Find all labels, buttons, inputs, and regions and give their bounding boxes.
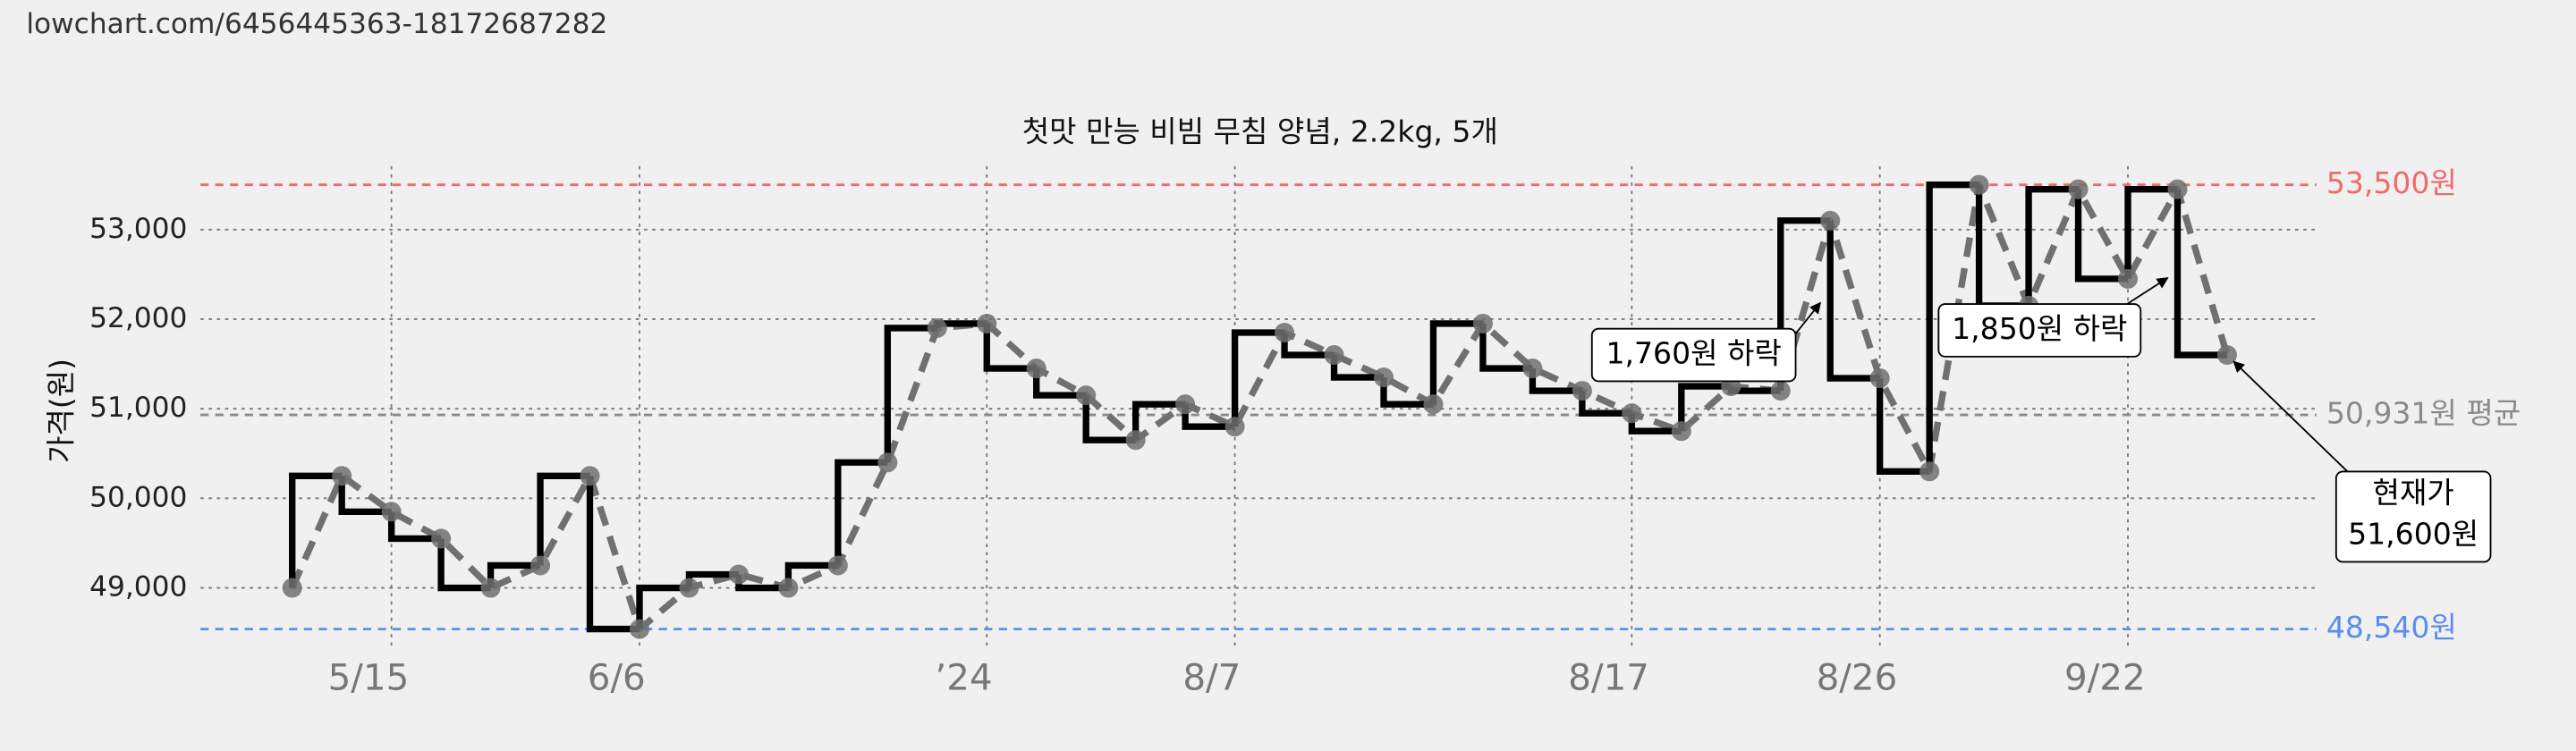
price-step: [983, 323, 1037, 372]
price-point: [1125, 430, 1146, 451]
price-step: [1429, 320, 1483, 405]
price-point: [1224, 417, 1245, 437]
y-tick-label: 52,000: [89, 302, 187, 334]
price-step: [2174, 189, 2227, 359]
y-tick-label: 51,000: [89, 392, 187, 424]
annotation-box: [1937, 303, 2142, 358]
price-point: [877, 452, 898, 473]
price-point: [977, 313, 997, 333]
price-step: [636, 584, 690, 629]
price-point: [2216, 345, 2237, 366]
price-step: [289, 472, 343, 588]
price-point: [1275, 322, 1295, 343]
price-step: [835, 459, 888, 566]
price-step: [1877, 378, 1930, 475]
price-point: [1622, 403, 1642, 424]
reference-label: 48,540원: [2326, 610, 2457, 645]
price-point: [1026, 359, 1046, 379]
price-step: [338, 476, 392, 516]
price-point: [1324, 345, 1344, 366]
chart-title: 첫맛 만능 비빔 무침 양념, 2.2kg, 5개: [1022, 114, 1498, 149]
price-point: [1076, 385, 1097, 406]
price-point: [332, 466, 352, 486]
reference-label: 53,500원: [2326, 165, 2457, 200]
price-step: [1678, 383, 1732, 432]
price-step: [2074, 189, 2129, 283]
price-point: [1919, 461, 1940, 482]
x-tick-label: 8/7: [1182, 656, 1241, 699]
annotation-text: 1,850원 하락: [1952, 311, 2127, 346]
annotation-text: 현재가: [2373, 476, 2454, 511]
price-step: [1826, 220, 1880, 382]
x-tick-label: ’24: [935, 656, 992, 699]
x-tick-label: 6/6: [588, 656, 646, 699]
price-point: [1423, 394, 1444, 415]
annotation-text: 51,600원: [2348, 517, 2479, 552]
price-step: [1082, 395, 1136, 443]
trend-line: [289, 181, 2231, 633]
y-tick-label: 50,000: [89, 481, 187, 513]
price-point: [1522, 359, 1543, 379]
price-point: [927, 317, 947, 339]
price-point: [1671, 421, 1691, 442]
price-point: [1175, 394, 1196, 415]
price-point: [480, 578, 501, 598]
price-point: [629, 619, 649, 639]
price-step: [1926, 181, 1979, 472]
price-step: [1231, 329, 1285, 427]
price-step: [2025, 186, 2079, 306]
annotation-box: [1590, 327, 1797, 383]
x-tick-label: 8/17: [1568, 656, 1649, 699]
price-point: [1869, 368, 1890, 389]
x-tick-label: 5/15: [328, 656, 410, 699]
annotation-arrow: [1794, 301, 1821, 334]
y-axis-label: 가격(원): [43, 359, 78, 463]
price-point: [2068, 179, 2089, 199]
price-point: [1770, 381, 1791, 401]
x-tick-label: 9/22: [2064, 656, 2146, 699]
price-point: [530, 555, 551, 576]
price-point: [580, 466, 600, 486]
price-point: [2117, 268, 2139, 289]
price-step: [1131, 401, 1186, 441]
price-point: [778, 578, 799, 598]
price-point: [1969, 174, 1989, 195]
price-point: [1472, 313, 1493, 333]
price-step: [537, 472, 590, 566]
x-tick-label: 8/26: [1817, 656, 1898, 699]
price-step: [2124, 186, 2178, 279]
annotation-text: 1,760원 하락: [1606, 336, 1782, 371]
price-point: [381, 502, 402, 522]
price-point: [1572, 381, 1592, 401]
y-tick-label: 49,000: [89, 571, 187, 603]
reference-label: 50,931원 평균: [2326, 396, 2521, 431]
price-point: [827, 555, 848, 576]
price-point: [728, 564, 749, 585]
annotation-arrow: [2233, 360, 2353, 477]
price-point: [431, 528, 452, 549]
price-point: [1820, 210, 1841, 231]
price-point: [1373, 367, 1394, 388]
price-step: [586, 476, 640, 633]
price-point: [282, 578, 302, 598]
price-point: [2167, 179, 2188, 199]
price-step: [1479, 323, 1533, 372]
price-step: [884, 325, 937, 463]
page-url: lowchart.com/6456445363-18172687282: [26, 8, 607, 40]
price-point: [679, 578, 699, 598]
price-step: [437, 538, 491, 592]
annotation-box: [2334, 470, 2492, 563]
y-tick-label: 53,000: [89, 213, 187, 245]
